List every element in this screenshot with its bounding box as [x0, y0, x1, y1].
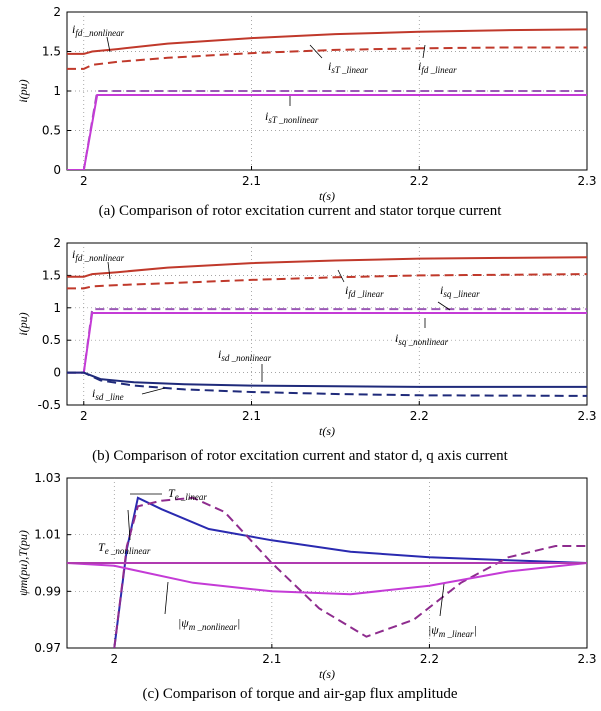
- series-line: [67, 562, 587, 596]
- series-annotation: ifd _nonlinear: [72, 22, 125, 38]
- annotation-leader: [439, 583, 445, 617]
- y-tick-label: 1: [53, 84, 61, 98]
- y-tick-label: 1.01: [34, 528, 61, 542]
- annotation-leader: [164, 581, 169, 615]
- x-tick-label: 2: [80, 174, 88, 188]
- y-axis-label: i(pu): [16, 79, 30, 102]
- series-line: [67, 46, 587, 70]
- series-line: [67, 256, 587, 278]
- y-tick-label: 0: [53, 163, 61, 177]
- y-tick-label: 1.5: [42, 268, 61, 282]
- y-tick-label: 2: [53, 236, 61, 250]
- x-tick-label: 2.1: [262, 652, 281, 666]
- y-tick-label: 0: [53, 366, 61, 380]
- series-line: [67, 94, 587, 170]
- x-axis-label: t(s): [319, 424, 335, 438]
- series-annotation: Te _linear: [168, 486, 207, 502]
- figure-caption: (b) Comparison of rotor excitation curre…: [92, 448, 509, 464]
- x-tick-label: 2.1: [242, 409, 261, 423]
- annotation-leader: [106, 36, 111, 53]
- series-annotation: isd _nonlinear: [218, 347, 272, 363]
- y-tick-label: -0.5: [38, 398, 61, 412]
- series-annotation: isd _line: [92, 386, 124, 402]
- annotation-leader: [127, 509, 131, 541]
- chart-panel: 2 2.1 2.2 2.3 0 0.5 1 1.5 2 t(s) i(pu) ifd _nonline…: [16, 5, 597, 219]
- annotation-leader: [107, 261, 111, 280]
- annotation-leader: [422, 44, 426, 59]
- series-annotation: |ψm _linear|: [428, 623, 477, 639]
- figure-caption: (a) Comparison of rotor excitation curre…: [99, 203, 503, 219]
- annotation-leader: [309, 44, 323, 59]
- y-tick-label: 0.97: [34, 641, 61, 655]
- x-tick-label: 2.2: [410, 174, 429, 188]
- series-annotation: isT _nonlinear: [265, 109, 319, 125]
- series-annotation: isq _nonlinear: [395, 331, 449, 347]
- x-tick-label: 2: [80, 409, 88, 423]
- series-line: [67, 28, 587, 55]
- y-tick-label: 1: [53, 301, 61, 315]
- series-annotation: isq _linear: [440, 283, 480, 299]
- y-axis-label: ψm(pu),T(pu): [16, 530, 30, 596]
- plot-frame: [66, 242, 588, 406]
- chart-panel: 2 2.1 2.2 2.3 0.97 0.99 1.01 1.03 t(s) ψm(pu),T(p…: [16, 471, 597, 702]
- x-axis-label: t(s): [319, 189, 335, 203]
- annotation-leader: [141, 387, 166, 395]
- series-line: [113, 496, 587, 648]
- x-tick-label: 2.3: [577, 409, 596, 423]
- y-tick-label: 0.99: [34, 584, 61, 598]
- y-tick-label: 2: [53, 5, 61, 19]
- x-axis-label: t(s): [319, 667, 335, 681]
- chart-panel: 2 2.1 2.2 2.3 -0.5 0 0.5 1 1.5 2 t(s) i(pu) ifd _non…: [16, 236, 597, 464]
- y-axis-label: i(pu): [16, 312, 30, 335]
- series-annotation: |ψm _nonlinear|: [178, 616, 240, 632]
- series-annotation: isT _linear: [328, 59, 368, 75]
- figure-caption: (c) Comparison of torque and air-gap flu…: [142, 686, 457, 702]
- x-tick-label: 2.3: [577, 652, 596, 666]
- y-tick-label: 1.5: [42, 45, 61, 59]
- series-annotation: Te _nonlinear: [98, 540, 151, 556]
- annotation-leader: [337, 269, 345, 283]
- x-tick-label: 2.1: [242, 174, 261, 188]
- y-tick-label: 1.03: [34, 471, 61, 485]
- y-tick-label: 0.5: [42, 333, 61, 347]
- x-tick-label: 2.2: [410, 409, 429, 423]
- annotation-leader: [437, 301, 451, 311]
- x-tick-label: 2.2: [420, 652, 439, 666]
- series-annotation: ifd _linear: [418, 59, 457, 75]
- x-tick-label: 2.3: [577, 174, 596, 188]
- series-annotation: ifd _linear: [345, 283, 384, 299]
- series-line: [67, 273, 587, 290]
- x-tick-label: 2: [110, 652, 118, 666]
- y-tick-label: 0.5: [42, 124, 61, 138]
- series-annotation: ifd _nonlinear: [72, 247, 125, 263]
- series-line: [67, 371, 587, 397]
